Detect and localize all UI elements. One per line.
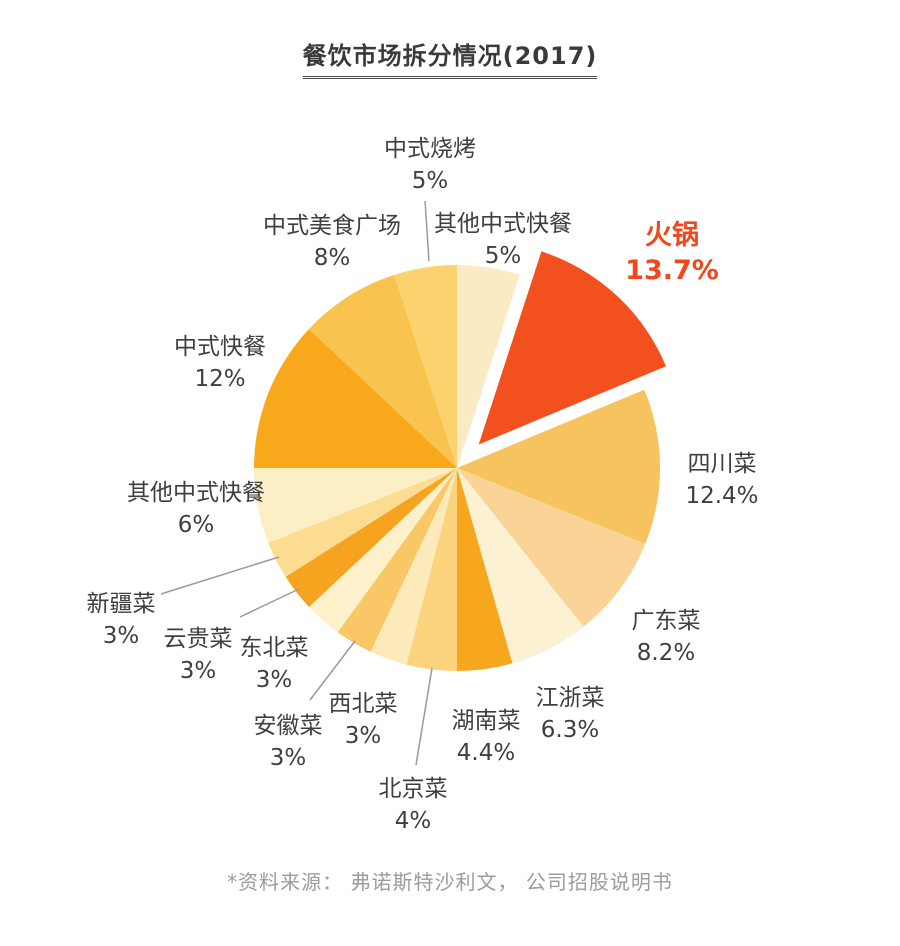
slice-label-name: 其他中式快餐 bbox=[434, 211, 572, 237]
pie-slice-其他中式快餐 bbox=[254, 468, 457, 543]
slice-label-value: 3% bbox=[344, 723, 382, 749]
slice-label-name: 四川菜 bbox=[687, 451, 757, 477]
slice-label-广东菜: 广东菜 8.2% bbox=[632, 605, 701, 669]
slice-label-name: 东北菜 bbox=[239, 635, 309, 661]
slice-label-value: 6.3% bbox=[540, 717, 600, 743]
slice-label-value: 4.4% bbox=[456, 740, 516, 766]
slice-label-name: 云贵菜 bbox=[163, 626, 233, 652]
slice-label-name: 湖南菜 bbox=[451, 708, 521, 734]
pie-slice-江浙菜 bbox=[457, 468, 584, 664]
slice-label-中式美食广场: 中式美食广场 8% bbox=[263, 210, 401, 274]
pie-slice-西北菜 bbox=[370, 468, 457, 665]
leader-line-中式烧烤 bbox=[424, 200, 430, 262]
pie-slice-东北菜 bbox=[309, 468, 457, 633]
slice-label-火锅: 火锅 13.7% bbox=[625, 218, 719, 288]
pie-slice-其他中式快餐 bbox=[457, 265, 520, 468]
slice-label-新疆菜: 新疆菜 3% bbox=[87, 588, 156, 652]
slice-label-西北菜: 西北菜 3% bbox=[329, 688, 398, 752]
slice-label-云贵菜: 云贵菜 3% bbox=[164, 623, 233, 687]
slice-label-value: 5% bbox=[411, 168, 449, 194]
slice-label-江浙菜: 江浙菜 6.3% bbox=[536, 682, 605, 746]
chart-title: 餐饮市场拆分情况(2017) bbox=[302, 36, 598, 79]
slice-label-value: 12% bbox=[194, 366, 246, 392]
slice-label-name: 中式烧烤 bbox=[384, 136, 476, 162]
slice-label-value: 8.2% bbox=[636, 640, 696, 666]
leader-line-安徽菜 bbox=[309, 640, 356, 701]
pie-slice-新疆菜 bbox=[268, 468, 457, 577]
slice-label-name: 江浙菜 bbox=[535, 685, 605, 711]
slice-label-name: 新疆菜 bbox=[86, 591, 156, 617]
slice-label-value: 5% bbox=[484, 243, 522, 269]
pie-slice-广东菜 bbox=[457, 468, 646, 627]
pie-slice-安徽菜 bbox=[337, 468, 457, 652]
slice-label-value: 4% bbox=[394, 808, 432, 834]
slice-label-安徽菜: 安徽菜 3% bbox=[254, 710, 323, 774]
pie-slice-中式快餐 bbox=[254, 329, 457, 468]
slice-label-value: 8% bbox=[313, 245, 351, 271]
slice-label-value: 12.4% bbox=[685, 483, 759, 509]
slice-label-湖南菜: 湖南菜 4.4% bbox=[452, 705, 521, 769]
title-area: 餐饮市场拆分情况(2017) bbox=[0, 36, 900, 79]
leader-line-新疆菜 bbox=[160, 556, 280, 595]
slice-label-value: 13.7% bbox=[625, 255, 719, 286]
leader-line-北京菜 bbox=[415, 667, 433, 766]
pie-slice-中式美食广场 bbox=[309, 274, 457, 468]
slice-label-其他中式快餐: 其他中式快餐 5% bbox=[434, 208, 572, 272]
slice-label-name: 中式美食广场 bbox=[263, 213, 401, 239]
slice-label-name: 安徽菜 bbox=[253, 713, 323, 739]
slice-label-中式烧烤: 中式烧烤 5% bbox=[384, 133, 476, 197]
slice-label-value: 3% bbox=[255, 667, 293, 693]
slice-label-其他中式快餐: 其他中式快餐 6% bbox=[127, 477, 265, 541]
slice-label-value: 6% bbox=[177, 512, 215, 538]
slice-label-value: 3% bbox=[269, 745, 307, 771]
slice-label-name: 火锅 bbox=[644, 220, 699, 251]
slice-label-中式快餐: 中式快餐 12% bbox=[174, 331, 266, 395]
pie-slice-云贵菜 bbox=[285, 468, 457, 607]
pie-slice-湖南菜 bbox=[457, 468, 513, 671]
slice-label-name: 北京菜 bbox=[378, 776, 448, 802]
leader-line-云贵菜 bbox=[239, 588, 300, 618]
slice-label-value: 3% bbox=[102, 623, 140, 649]
source-note: *资料来源： 弗诺斯特沙利文， 公司招股说明书 bbox=[227, 870, 673, 894]
slice-label-value: 3% bbox=[179, 658, 217, 684]
pie-slice-北京菜 bbox=[406, 468, 457, 671]
slice-label-name: 广东菜 bbox=[631, 608, 701, 634]
pie-slice-中式烧烤 bbox=[394, 265, 457, 468]
slice-label-北京菜: 北京菜 4% bbox=[379, 773, 448, 837]
slice-label-东北菜: 东北菜 3% bbox=[240, 632, 309, 696]
slice-label-四川菜: 四川菜 12.4% bbox=[685, 448, 758, 512]
pie-slice-四川菜 bbox=[457, 389, 661, 544]
slice-label-name: 中式快餐 bbox=[174, 334, 266, 360]
pie-slice-火锅 bbox=[478, 251, 666, 445]
slice-label-name: 其他中式快餐 bbox=[127, 480, 265, 506]
slice-label-name: 西北菜 bbox=[328, 691, 398, 717]
